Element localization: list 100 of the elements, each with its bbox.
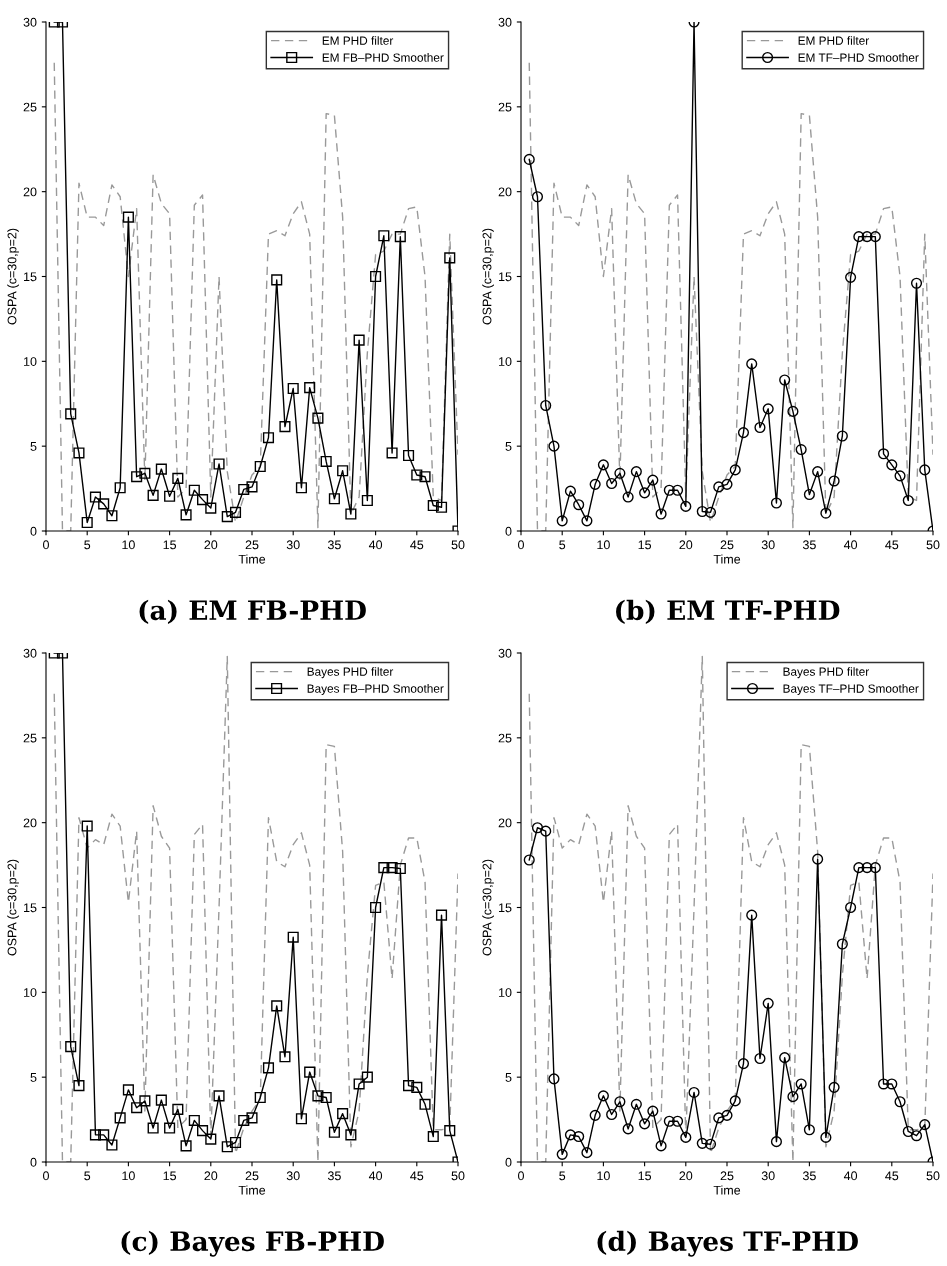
y-tick-label: 10 — [499, 357, 512, 366]
point — [861, 231, 873, 243]
point — [828, 1081, 840, 1093]
y-tick-label: 30 — [498, 648, 512, 658]
point — [279, 1051, 291, 1063]
point — [663, 484, 675, 496]
point — [320, 1091, 332, 1104]
point — [655, 508, 667, 520]
point — [394, 231, 406, 243]
point — [589, 478, 601, 490]
x-tick-label: 20 — [679, 1171, 693, 1181]
point — [688, 1086, 700, 1098]
x-tick-label: 40 — [368, 540, 383, 550]
point — [630, 1098, 642, 1110]
point — [581, 1147, 593, 1159]
point — [910, 1130, 923, 1142]
point — [836, 938, 848, 950]
point — [370, 270, 382, 283]
x-tick-label: 15 — [638, 1171, 652, 1181]
point — [894, 1096, 906, 1108]
point — [680, 500, 692, 512]
y-tick-label: 20 — [498, 187, 512, 197]
point — [531, 191, 544, 203]
point — [894, 470, 906, 482]
point — [910, 277, 923, 289]
point — [205, 1133, 217, 1145]
text: (a) EM FB-PHD — [139, 599, 366, 624]
y-axis-title: OSPA (c=30,p=2) — [7, 859, 19, 956]
y-tick-label: 20 — [498, 818, 512, 828]
y-tick-label: 25 — [498, 733, 512, 743]
x-tick-label: 0 — [43, 540, 49, 550]
point — [762, 403, 774, 415]
legend-label: Bayes PHD filter — [307, 667, 394, 679]
point — [304, 382, 316, 394]
point — [238, 1114, 250, 1126]
point — [639, 1118, 651, 1130]
point — [221, 1141, 233, 1153]
y-tick-label: 30 — [23, 17, 37, 27]
point — [353, 1078, 365, 1090]
point — [378, 862, 390, 874]
point — [581, 515, 593, 527]
point — [779, 1052, 791, 1064]
point — [721, 478, 733, 490]
point — [73, 1080, 85, 1092]
point — [770, 497, 782, 509]
point — [361, 494, 373, 507]
point — [131, 471, 143, 483]
point — [114, 482, 126, 494]
text: (d) Bayes TF-PHD — [597, 1230, 858, 1257]
point — [622, 491, 634, 503]
point — [378, 230, 390, 242]
point — [337, 465, 349, 477]
point — [122, 211, 134, 223]
point — [787, 405, 799, 417]
x-tick-label: 10 — [122, 540, 135, 550]
point — [696, 1137, 708, 1149]
point — [704, 506, 717, 518]
y-tick-label: 15 — [24, 903, 37, 913]
x-tick-label: 25 — [720, 1171, 734, 1181]
point — [172, 1103, 184, 1115]
y-tick-label: 5 — [505, 442, 512, 451]
point — [573, 499, 585, 511]
y-tick-label: 30 — [23, 648, 37, 658]
point — [803, 1124, 815, 1136]
x-tick-label: 30 — [761, 540, 775, 550]
x-tick-label: 0 — [43, 1171, 49, 1181]
x-tick-label: 50 — [926, 540, 940, 550]
point — [540, 825, 552, 837]
point — [419, 1098, 431, 1110]
point — [197, 1125, 209, 1137]
x-tick-label: 25 — [245, 1171, 259, 1181]
x-tick-label: 15 — [638, 540, 652, 550]
point — [696, 505, 708, 518]
point — [548, 440, 560, 452]
point — [762, 997, 774, 1009]
x-tick-label: 25 — [245, 540, 259, 550]
point — [370, 901, 382, 914]
point — [271, 1000, 283, 1012]
legend-label: Bayes TF–PHD Smoother — [783, 684, 919, 696]
point — [721, 1109, 733, 1121]
point — [853, 862, 865, 874]
text: (c) Bayes FB-PHD — [121, 1230, 384, 1257]
point — [845, 271, 857, 283]
x-tick-label: 40 — [368, 1171, 383, 1181]
point — [411, 469, 423, 481]
point — [65, 1041, 77, 1053]
point — [836, 430, 848, 442]
x-tick-label: 5 — [84, 540, 91, 550]
x-tick-label: 20 — [679, 540, 693, 550]
point — [328, 1126, 340, 1138]
point — [337, 1108, 349, 1120]
x-tick-label: 50 — [451, 1171, 465, 1181]
point — [630, 466, 642, 478]
point — [655, 1140, 667, 1152]
point — [328, 493, 340, 505]
point — [853, 231, 865, 243]
x-axis-title: Time — [713, 554, 741, 564]
x-tick-label: 45 — [410, 1171, 424, 1181]
point — [386, 862, 398, 874]
point — [403, 449, 415, 462]
